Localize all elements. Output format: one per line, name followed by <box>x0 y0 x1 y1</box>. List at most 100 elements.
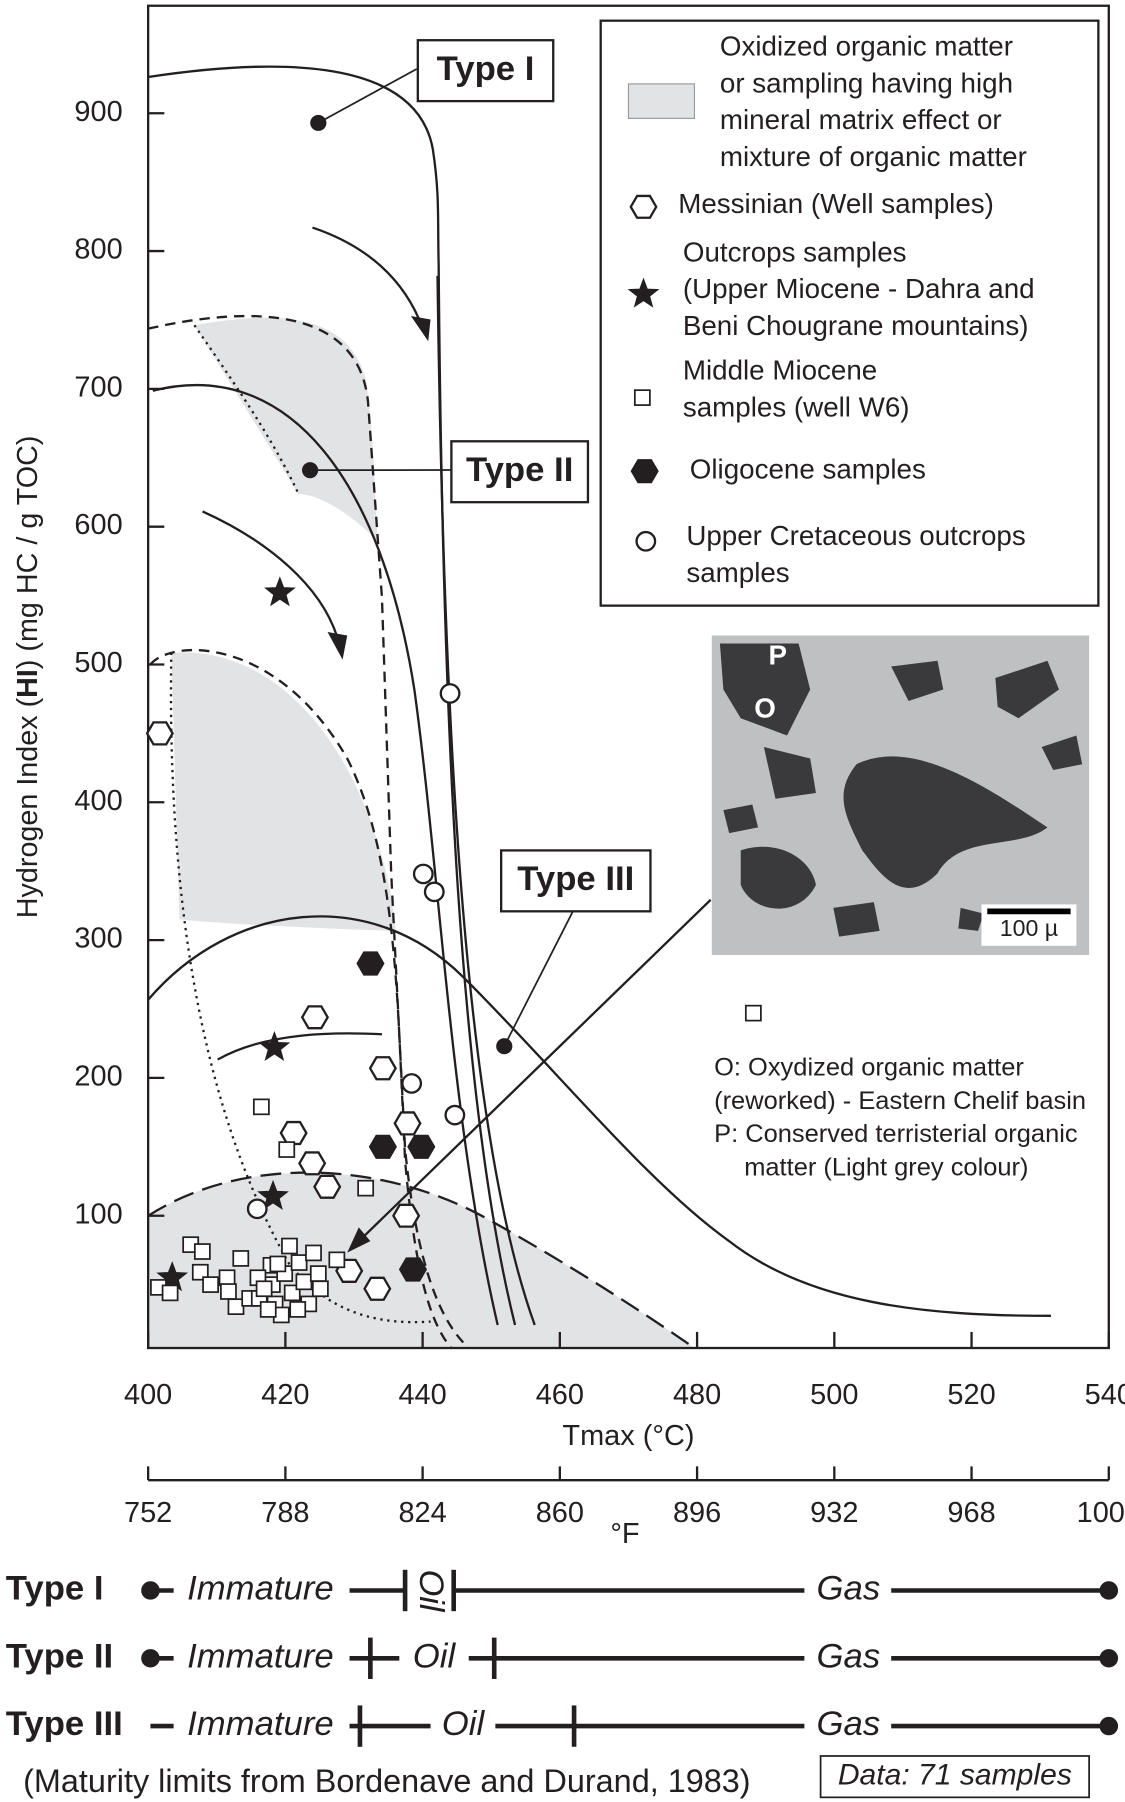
point <box>423 881 445 903</box>
annotation-leader <box>503 910 574 1047</box>
point <box>220 1283 237 1300</box>
x2-tick-label: 932 <box>810 1497 858 1529</box>
x-axis-label: Tmax (°C) <box>562 1420 694 1452</box>
maturity-stage: Immature <box>187 1638 334 1676</box>
point <box>328 1251 346 1269</box>
inset-scale-label: 100 µ <box>1000 915 1058 941</box>
maturity-stage: Gas <box>817 1570 881 1608</box>
point <box>392 1203 421 1228</box>
point <box>255 1280 273 1298</box>
legend-text: Oxidized organic matter <box>720 31 1013 62</box>
annotation-box <box>416 39 555 103</box>
maturation-regions <box>147 65 1051 1349</box>
legend-text: (Upper Miocene - Dahra and <box>683 273 1035 304</box>
y-tick-label: 400 <box>74 785 122 817</box>
point <box>363 1276 392 1301</box>
x2-tick-label: 968 <box>947 1497 995 1529</box>
annotation-point <box>301 462 319 479</box>
point <box>305 1244 322 1262</box>
y-tick-label: 300 <box>74 923 122 955</box>
note: (reworked) - Eastern Chelif basin <box>714 1087 1086 1115</box>
maturity-type: Type II <box>6 1638 113 1676</box>
annotation-point <box>496 1038 513 1055</box>
point <box>309 1265 327 1282</box>
point <box>202 1276 219 1293</box>
point <box>439 683 461 704</box>
point <box>356 951 385 976</box>
point <box>246 1198 268 1220</box>
maturity-bars <box>141 1569 1119 1747</box>
x-tick-label: 400 <box>124 1379 172 1411</box>
legend-region-swatch <box>627 83 696 119</box>
maturity-stage: Gas <box>817 1705 881 1743</box>
y-axis-label-part: Hydrogen Index ( <box>11 697 43 918</box>
y-tick-label: 200 <box>74 1061 122 1093</box>
plot-frame <box>146 4 1110 1350</box>
point <box>393 1111 422 1136</box>
x-tick-label: 500 <box>810 1379 858 1411</box>
point <box>289 1301 307 1318</box>
x2-tick-label: 752 <box>124 1497 172 1529</box>
point <box>279 1120 308 1146</box>
x2-tick-label: 788 <box>261 1497 309 1529</box>
x2-tick-label: 1004 <box>1077 1497 1125 1529</box>
note: O: Oxydized organic matter <box>714 1054 1024 1082</box>
point <box>300 1005 329 1030</box>
maturity-source: (Maturity limits from Bordenave and Dura… <box>23 1763 750 1799</box>
annotation-box <box>499 849 652 913</box>
annotation-label: Type I <box>437 50 535 88</box>
y-axis-label-part: ) (mg HC / g TOC) <box>11 436 43 670</box>
maturity-stage: Oil <box>442 1705 486 1743</box>
point <box>259 1301 277 1318</box>
x-tick-label: 540 <box>1085 1379 1125 1411</box>
arrow-heads <box>327 316 431 1253</box>
y-tick-label: 600 <box>74 509 122 541</box>
y-tick-label: 900 <box>74 96 122 128</box>
annotation-label: Type II <box>466 451 573 489</box>
point <box>278 1141 296 1158</box>
maturity-stage: Oil <box>413 1638 457 1676</box>
point <box>313 1174 342 1199</box>
point <box>232 1250 250 1267</box>
point <box>281 1237 298 1255</box>
point <box>368 1056 397 1081</box>
point <box>295 1273 313 1291</box>
x-tick-label: 480 <box>673 1379 721 1411</box>
point <box>290 1254 308 1271</box>
maturity-stage: Oil <box>412 1569 450 1612</box>
legend-marker <box>633 389 651 406</box>
x2-tick-label: 896 <box>673 1497 721 1529</box>
maturity-type: Type III <box>6 1705 123 1743</box>
point <box>258 1031 291 1062</box>
point <box>227 1298 245 1316</box>
legend-text: Upper Cretaceous outcrops <box>686 520 1025 551</box>
y-axis-label: Hydrogen Index (HI) (mg HC / g TOC) <box>11 436 43 919</box>
point <box>368 1134 397 1159</box>
point <box>398 1257 428 1282</box>
inset-label: O <box>754 693 776 724</box>
y-tick-label: 700 <box>74 372 122 404</box>
y-tick-label: 100 <box>74 1198 122 1230</box>
x2-tick-label: 824 <box>398 1497 446 1529</box>
point <box>264 576 296 607</box>
point <box>252 1098 270 1116</box>
y-tick-label: 800 <box>74 234 122 266</box>
legend-text: Outcrops samples <box>683 236 907 267</box>
legend-marker <box>627 277 660 308</box>
point <box>744 1004 762 1022</box>
point <box>161 1284 179 1302</box>
point <box>145 721 174 746</box>
legend-text: Messinian (Well samples) <box>678 188 994 219</box>
data-note: Data: 71 samples <box>838 1759 1072 1792</box>
legend-text: samples <box>686 557 789 588</box>
maturity-stage: Gas <box>817 1638 881 1676</box>
point <box>407 1134 436 1159</box>
note: P: Conserved terristerial organic <box>714 1120 1078 1148</box>
x2-axis-label: °F <box>610 1518 639 1550</box>
legend-marker <box>629 194 658 219</box>
note: matter (Light grey colour) <box>744 1153 1028 1181</box>
maturity-stage: Immature <box>187 1570 334 1608</box>
x-tick-label: 420 <box>261 1379 309 1411</box>
point <box>444 1104 466 1126</box>
data-note-box <box>819 1755 1090 1799</box>
